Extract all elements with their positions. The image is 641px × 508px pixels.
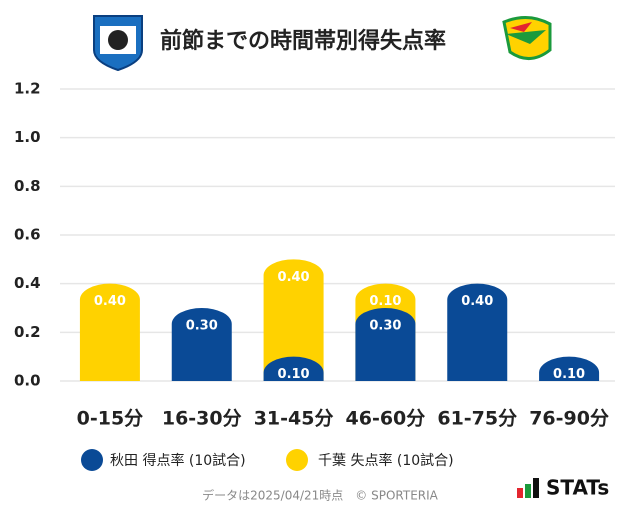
legend-swatch [81,449,103,471]
y-tick-label: 0.8 [14,177,41,195]
bar [539,356,600,381]
bar [263,356,324,381]
brand: STATs [546,476,609,500]
bar [355,308,416,381]
y-tick-label: 0.4 [14,274,41,292]
value-label: 0.40 [278,270,310,285]
value-label: 0.40 [461,294,493,309]
x-tick-label: 76-90分 [529,408,609,430]
brand-icon [517,478,539,498]
bar [447,283,508,381]
footer: データは2025/04/21時点 © SPORTERIA [202,488,439,503]
value-label: 0.30 [186,319,218,334]
bar [79,283,140,381]
x-tick-label: 31-45分 [254,408,334,430]
y-tick-label: 0.2 [14,323,41,341]
away-logo [502,16,552,60]
value-label: 0.10 [278,367,310,382]
value-label: 0.10 [553,367,585,382]
bar [171,308,232,381]
y-tick-label: 0.0 [14,372,41,390]
chart-title: 前節までの時間帯別得失点率 [160,28,446,54]
legend-label: 秋田 得点率 (10試合) [110,452,246,469]
y-tick-label: 0.6 [14,226,41,244]
x-tick-label: 16-30分 [162,408,242,430]
home-logo [93,15,143,72]
value-label: 0.10 [369,294,401,309]
legend-label: 千葉 失点率 (10試合) [318,452,454,469]
x-tick-label: 0-15分 [77,408,144,430]
legend-swatch [286,449,308,471]
bar [263,259,324,381]
value-label: 0.30 [369,319,401,334]
y-tick-label: 1.0 [14,128,41,146]
value-label: 0.40 [94,294,126,309]
y-tick-label: 1.2 [14,80,41,98]
x-tick-label: 46-60分 [346,408,426,430]
x-tick-label: 61-75分 [437,408,517,430]
